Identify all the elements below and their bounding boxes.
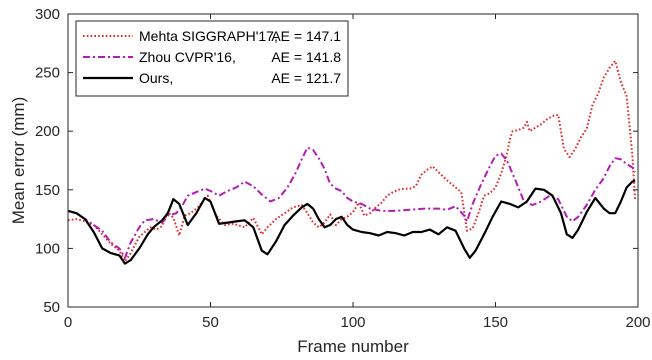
legend: Mehta SIGGRAPH'17, AE = 147.1 Zhou CVPR'… [75,20,349,97]
y-tick-label: 300 [35,6,60,23]
y-tick-label: 100 [35,240,60,257]
y-tick-label: 150 [35,182,60,199]
legend-label-ours: Ours, [139,70,173,86]
series-line-zhou [68,146,636,259]
legend-entry-zhou: Zhou CVPR'16, AE = 141.8 [83,49,341,65]
legend-entry-ours: Ours, AE = 121.7 [83,70,341,86]
y-tick-label: 250 [35,65,60,82]
x-tick-label: 50 [202,314,219,331]
y-axis-label: Mean error (mm) [9,97,28,225]
legend-ae-mehta: AE = 147.1 [271,28,341,44]
x-tick-label: 200 [625,314,650,331]
y-tick-label: 50 [43,299,60,316]
legend-label-zhou: Zhou CVPR'16, [139,49,236,65]
x-tick-label: 150 [483,314,508,331]
legend-ae-ours: AE = 121.7 [271,70,341,86]
x-tick-label: 100 [340,314,365,331]
legend-box [75,20,349,97]
x-axis-label: Frame number [297,337,409,356]
series-layer [68,59,637,265]
x-tick-label: 0 [64,314,72,331]
series-line-ours [68,179,636,265]
legend-label-mehta: Mehta SIGGRAPH'17, [139,28,278,44]
y-tick-label: 200 [35,123,60,140]
series-line-mehta [68,59,637,263]
legend-entry-mehta: Mehta SIGGRAPH'17, AE = 147.1 [83,28,341,44]
legend-ae-zhou: AE = 141.8 [271,49,341,65]
